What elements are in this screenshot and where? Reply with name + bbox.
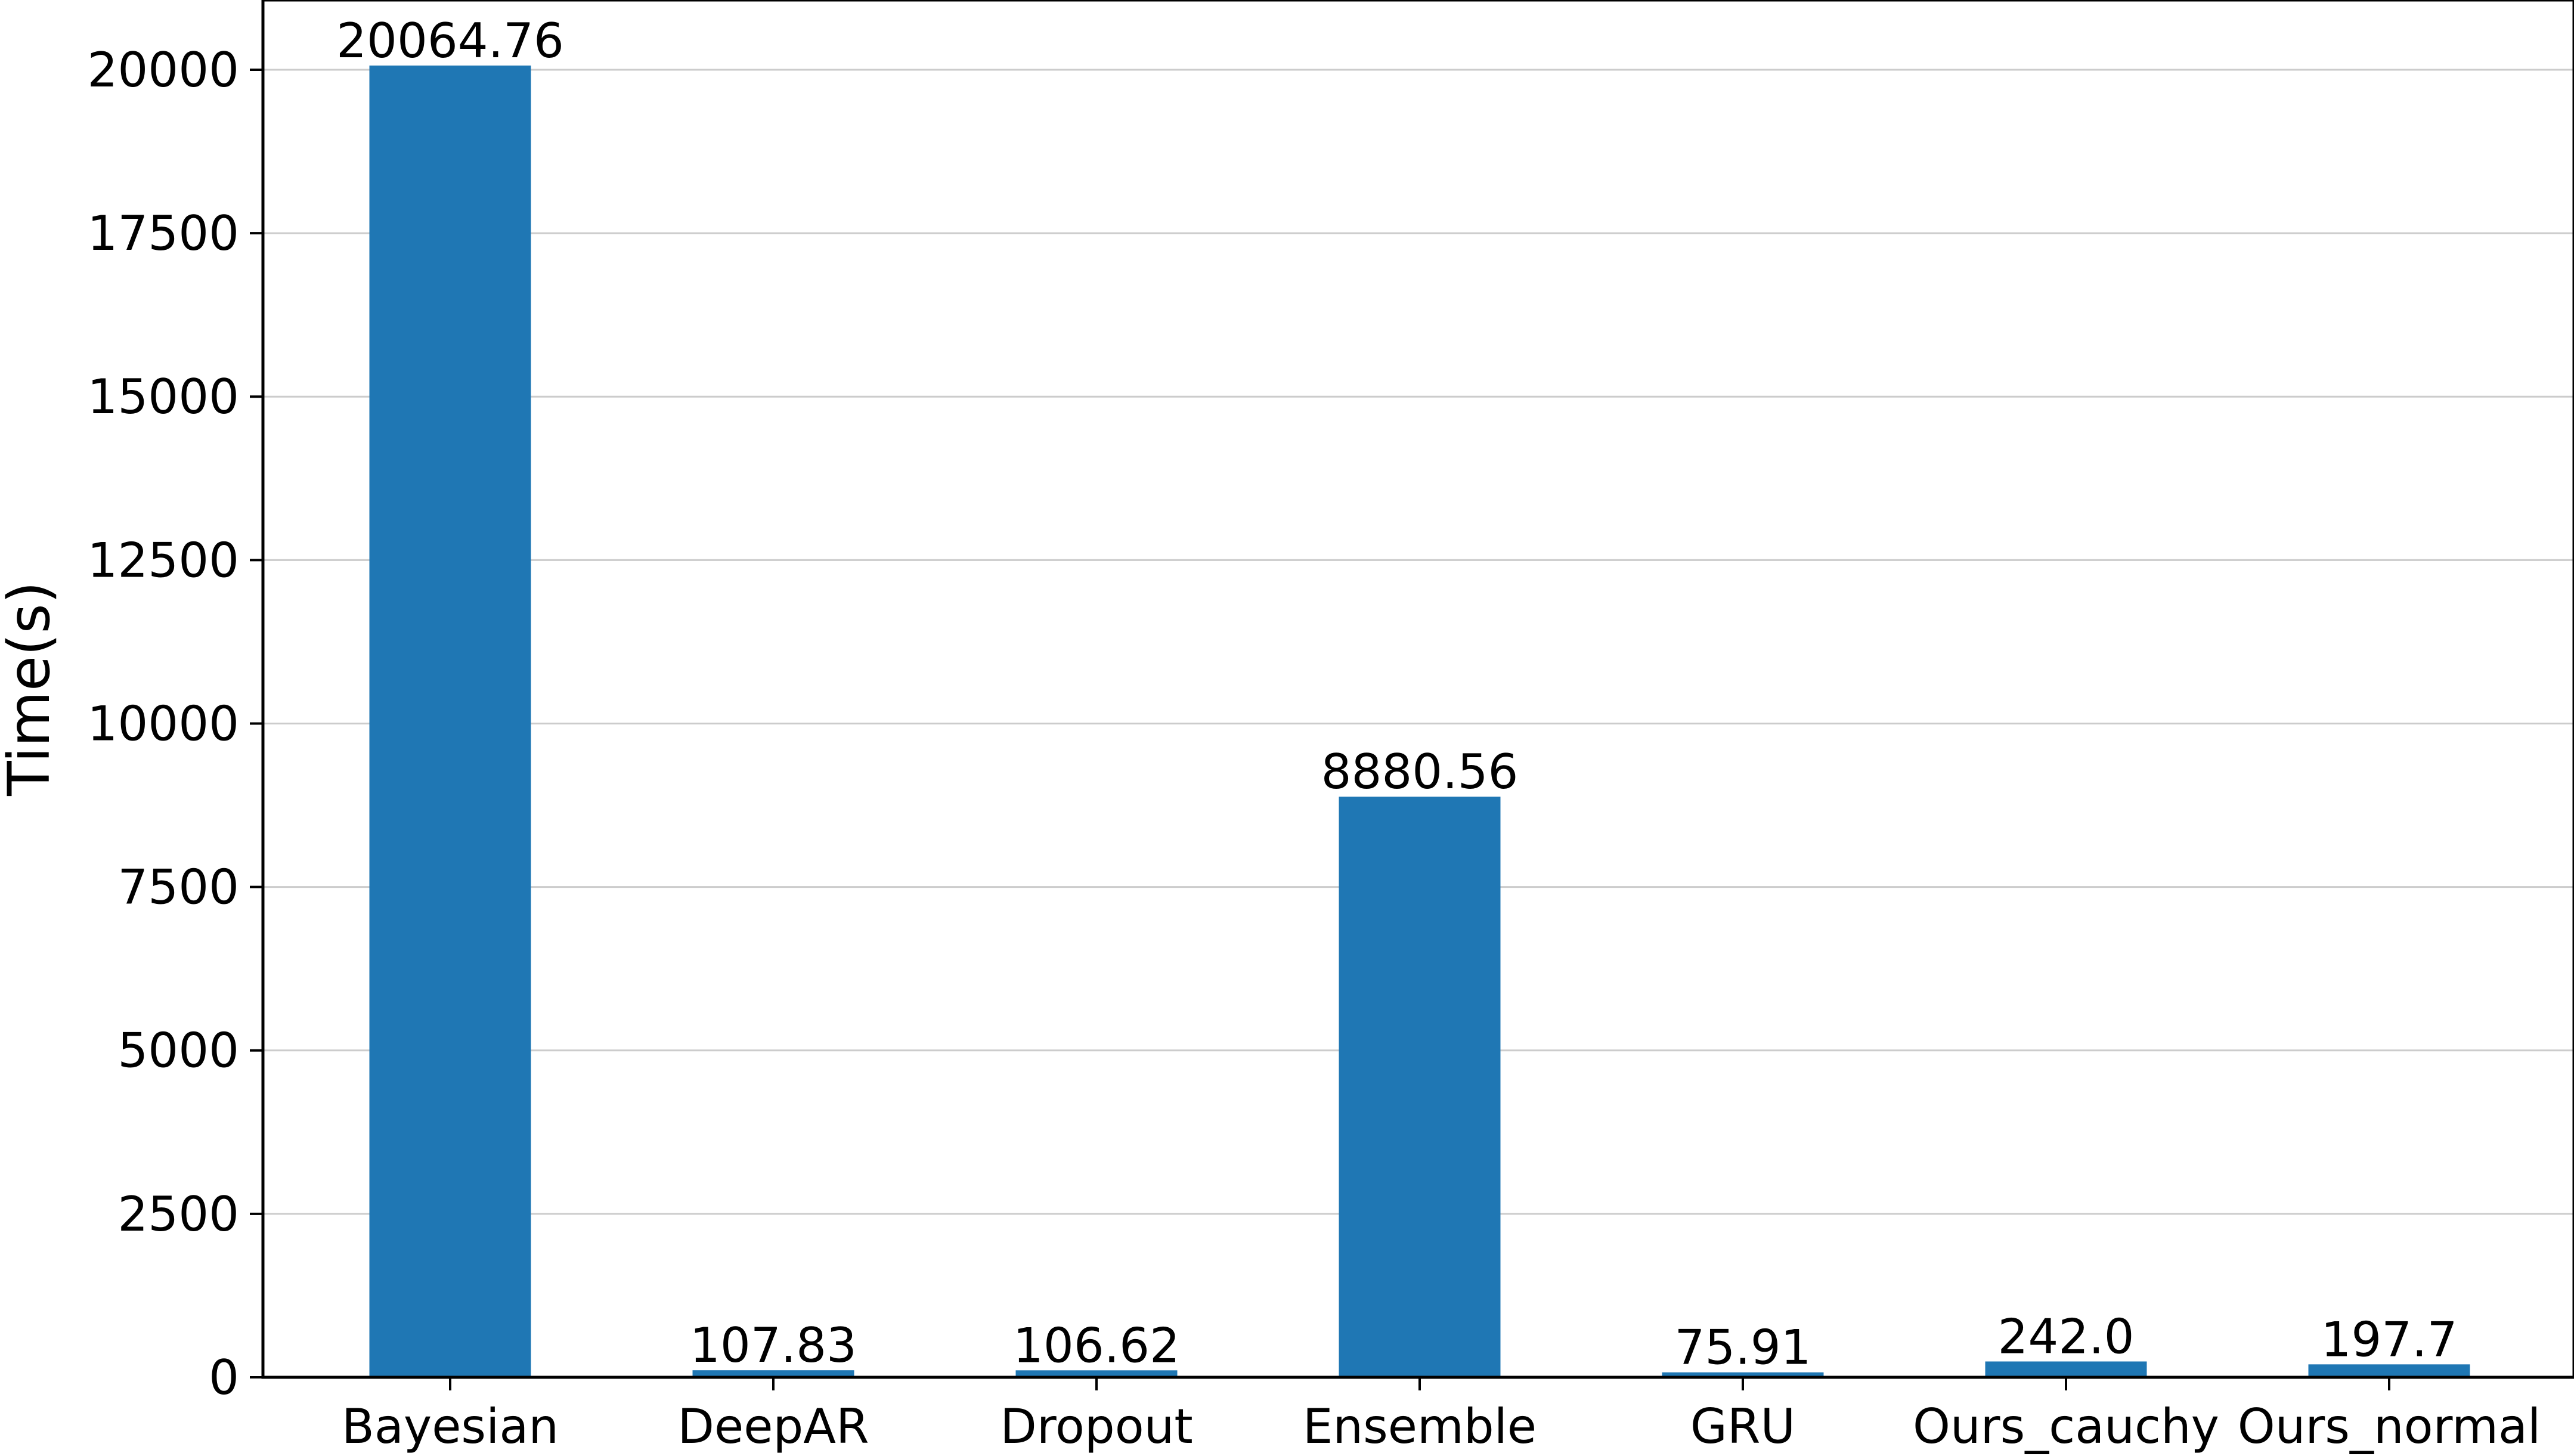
y-tick-label: 15000 [88,369,240,425]
bar [1015,1370,1178,1377]
bar-value-label: 20064.76 [336,13,564,69]
bar-value-label: 106.62 [1013,1318,1180,1373]
x-tick-label: Ours_normal [2238,1399,2541,1454]
y-axis-label: Time(s) [0,581,63,797]
x-tick-label: Bayesian [342,1399,559,1454]
bar [369,65,531,1378]
bar-value-label: 107.83 [690,1318,857,1373]
bars [369,65,2470,1378]
x-tick-label: DeepAR [677,1399,869,1454]
bar [1985,1361,2147,1377]
bar-value-label: 242.0 [1997,1309,2134,1364]
bar [2308,1364,2470,1377]
y-axis-ticks: 0 2500 5000 7500 10000 12500 15000 17500 20000 [88,42,263,1405]
y-tick-label: 0 [209,1350,239,1405]
y-tick-label: 5000 [117,1023,239,1079]
x-tick-label: Dropout [1000,1399,1192,1454]
y-tick-label: 12500 [88,532,240,588]
y-tick-label: 17500 [88,206,240,261]
bar [1662,1372,1824,1377]
x-tick-label: GRU [1690,1399,1795,1454]
y-tick-label: 2500 [117,1187,239,1242]
x-tick-label: Ours_cauchy [1913,1399,2219,1454]
bar [692,1370,854,1377]
bar [1339,797,1501,1377]
bar-value-label: 197.7 [2321,1312,2457,1367]
y-tick-label: 20000 [88,42,240,98]
y-tick-label: 10000 [88,696,240,751]
x-axis-ticks: Bayesian DeepAR Dropout Ensemble GRU Ours_cau… [342,1377,2541,1454]
y-tick-label: 7500 [117,860,239,915]
bar-value-labels: 20064.76 107.83 106.62 8880.56 75.91 242.0 197… [336,13,2457,1376]
bar-value-label: 8880.56 [1321,744,1519,800]
bar-value-label: 75.91 [1674,1320,1811,1376]
x-tick-label: Ensemble [1303,1399,1537,1454]
